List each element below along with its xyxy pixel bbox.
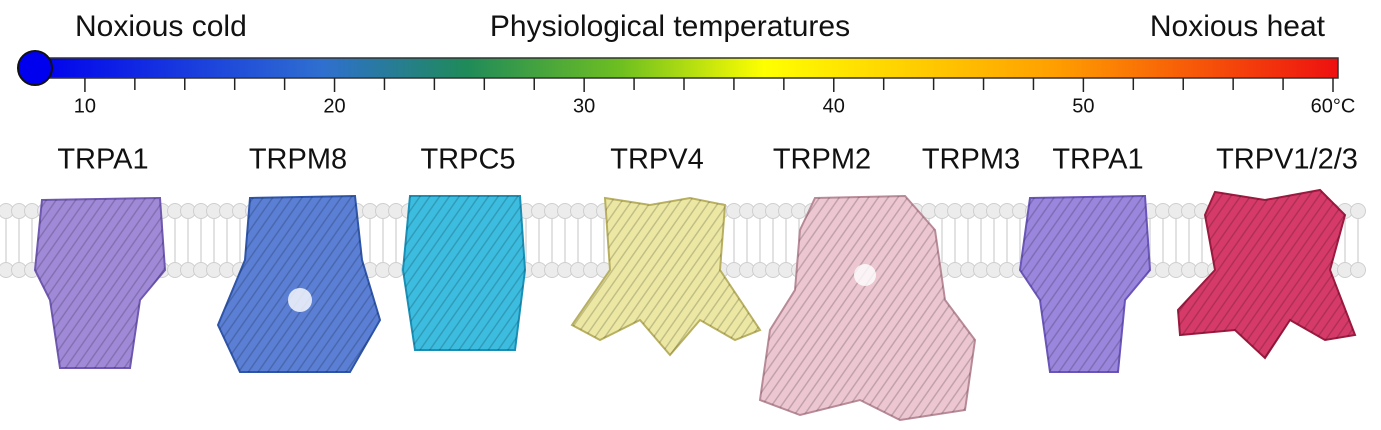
channel-label: TRPA1: [1052, 144, 1143, 176]
scale-knob: [17, 50, 53, 86]
header-center: Physiological temperatures: [490, 10, 850, 43]
protein-trpa1: [33, 196, 167, 369]
tick-label: 60°C: [1311, 95, 1356, 117]
header-right: Noxious heat: [1150, 10, 1326, 43]
tick-label: 50: [1072, 95, 1094, 117]
channel-label: TRPM8: [249, 144, 347, 176]
channel-label: TRPV4: [610, 144, 703, 176]
channel-label: TRPM3: [922, 144, 1020, 176]
protein-trpa1: [1018, 194, 1152, 373]
tick-label: 10: [74, 95, 96, 117]
protein-trpv4: [570, 196, 762, 357]
protein-structures: [33, 188, 1357, 422]
protein-trpv1: [1176, 188, 1357, 360]
tick-label: 20: [323, 95, 345, 117]
lipid-head: [1350, 262, 1366, 278]
protein-trpm2: [758, 194, 977, 422]
protein-trpc5: [401, 195, 527, 351]
tick-label: 30: [573, 95, 595, 117]
channel-label: TRPA1: [57, 144, 148, 176]
protein-trpm8: [216, 194, 382, 373]
lipid-head: [1350, 203, 1366, 219]
channel-label: TRPC5: [420, 144, 515, 176]
header-left: Noxious cold: [75, 10, 247, 43]
channel-label: TRPV1/2/3: [1216, 144, 1358, 176]
tick-label: 40: [823, 95, 845, 117]
temperature-bar: [34, 57, 1339, 79]
channel-label: TRPM2: [773, 144, 871, 176]
